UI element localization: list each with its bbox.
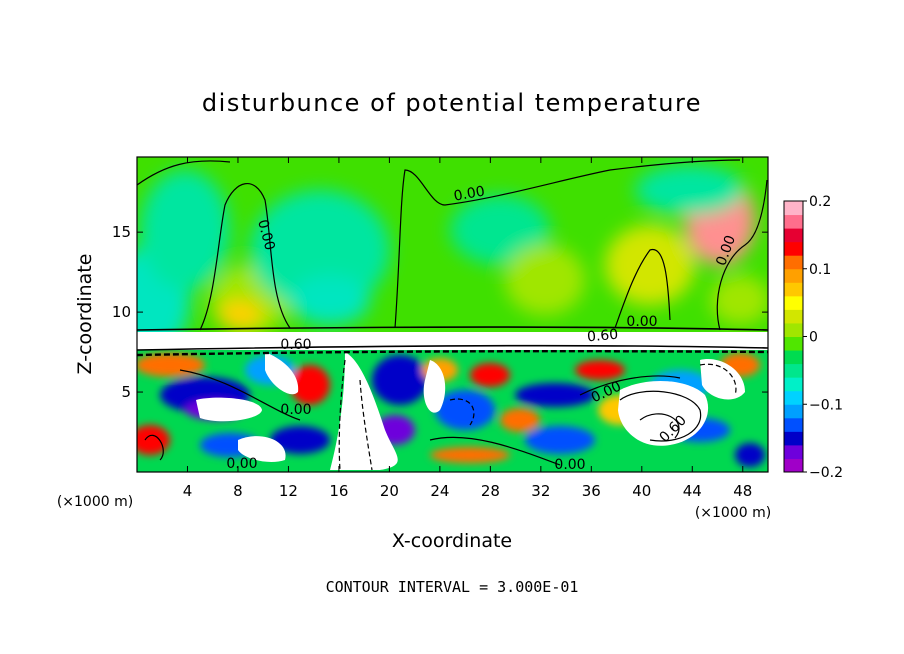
upper-color-field xyxy=(137,165,768,355)
x-tick-label: 40 xyxy=(632,482,651,500)
y-tick-label: 5 xyxy=(121,383,131,401)
x-tick-label: 48 xyxy=(733,482,752,500)
x-tick-label: 16 xyxy=(329,482,348,500)
colorbar-swatch xyxy=(784,214,803,229)
x-tick-label: 20 xyxy=(380,482,399,500)
y-tick-label: 10 xyxy=(112,303,131,321)
colorbar-swatch xyxy=(784,390,803,405)
x-tick-label: 4 xyxy=(183,482,193,500)
colorbar-tick-label: −0.2 xyxy=(809,465,843,481)
colorbar-swatch xyxy=(784,458,803,473)
x-axis-ticks: 4 8 12 16 20 24 28 32 36 40 44 48 xyxy=(183,157,752,500)
x-tick-label: 36 xyxy=(582,482,601,500)
colorbar-swatch xyxy=(784,282,803,297)
contour-labels: 0.000.00 0.000.000.000.000.000.000.60 0.60… xyxy=(226,183,739,473)
colorbar-swatch xyxy=(784,255,803,270)
contour-label: 0.00 xyxy=(280,402,311,418)
x-tick-label: 24 xyxy=(430,482,449,500)
contour-label: 0.00 xyxy=(254,218,278,252)
plot-frame xyxy=(136,156,769,473)
colorbar-swatch xyxy=(784,417,803,432)
colorbar-swatch xyxy=(784,322,803,337)
colorbar-swatch xyxy=(784,241,803,256)
x-unit-right: (×1000 m) xyxy=(695,505,771,521)
colorbar-swatch xyxy=(784,309,803,324)
contour-label: 0.00 xyxy=(554,457,585,473)
contour-lines xyxy=(137,159,768,471)
colorbar-swatch xyxy=(784,268,803,283)
colorbar: 0.2 0.1 0 −0.1 −0.2 xyxy=(783,194,843,481)
colorbar-swatch xyxy=(784,295,803,310)
colorbar-swatch xyxy=(784,444,803,459)
x-axis-label: X-coordinate xyxy=(392,530,512,552)
colorbar-swatch xyxy=(784,363,803,378)
colorbar-swatch xyxy=(784,404,803,419)
colorbar-swatch xyxy=(784,201,803,216)
colorbar-swatch xyxy=(784,377,803,392)
x-tick-label: 44 xyxy=(683,482,702,500)
colorbar-swatch xyxy=(784,431,803,446)
colorbar-tick-label: 0 xyxy=(809,330,818,346)
x-tick-label: 28 xyxy=(481,482,500,500)
y-axis-ticks: 5 10 15 xyxy=(112,223,768,401)
colorbar-tick-label: 0.2 xyxy=(809,194,831,210)
contour-label: 0.00 xyxy=(453,183,486,204)
contour-label: 0.00 xyxy=(226,456,257,472)
colorbar-swatch xyxy=(784,350,803,365)
contour-interval-note: CONTOUR INTERVAL = 3.000E-01 xyxy=(326,578,579,596)
y-axis-label: Z-coordinate xyxy=(74,254,96,375)
contour-label: 0.00 xyxy=(626,314,657,330)
contour-label: 0.60 xyxy=(280,337,311,353)
colorbar-tick-label: −0.1 xyxy=(809,397,843,413)
x-tick-label: 12 xyxy=(279,482,298,500)
x-tick-label: 32 xyxy=(531,482,550,500)
plot-area xyxy=(137,157,768,472)
contour-label: 0.60 xyxy=(586,327,618,346)
colorbar-tick-label: 0.1 xyxy=(809,262,831,278)
chart-title: disturbunce of potential temperature xyxy=(202,89,702,117)
colorbar-swatch xyxy=(784,228,803,243)
x-unit-left: (×1000 m) xyxy=(57,494,133,510)
y-tick-label: 15 xyxy=(112,223,131,241)
colorbar-swatch xyxy=(784,336,803,351)
x-tick-label: 8 xyxy=(233,482,243,500)
